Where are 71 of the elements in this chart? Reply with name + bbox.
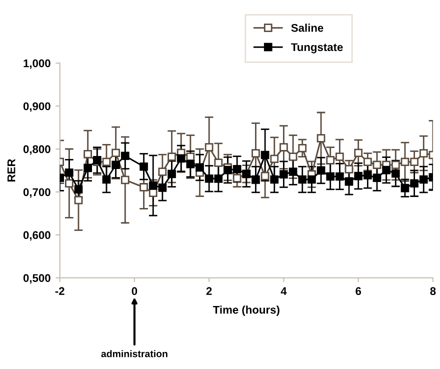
point <box>204 174 214 183</box>
x-tick-label: 0 <box>132 287 138 296</box>
point <box>196 163 204 172</box>
point <box>410 158 418 166</box>
point <box>74 196 83 204</box>
x-tick-label: -2 <box>55 287 64 295</box>
point <box>298 175 307 184</box>
point <box>120 176 130 184</box>
x-tick-label: 6 <box>356 287 362 296</box>
point <box>419 149 428 158</box>
y-tick-label: 0,800 <box>23 145 50 155</box>
y-tick-label: 0,600 <box>23 231 50 241</box>
point <box>280 143 288 152</box>
point <box>74 185 83 194</box>
point <box>344 177 354 186</box>
point <box>260 172 270 180</box>
point <box>168 152 176 161</box>
point <box>102 158 111 166</box>
point <box>400 184 410 192</box>
point <box>168 170 176 178</box>
point <box>112 160 120 170</box>
point <box>419 175 428 184</box>
point <box>204 143 214 152</box>
point <box>186 160 195 168</box>
point <box>410 179 418 188</box>
point <box>260 150 270 160</box>
y-axis-title: RER <box>8 158 16 182</box>
legend-label: Saline <box>291 24 324 32</box>
point <box>158 183 167 192</box>
y-tick-label: 1,000 <box>24 59 50 69</box>
point <box>65 168 74 177</box>
point <box>148 181 158 190</box>
point <box>280 170 288 179</box>
point <box>252 149 260 158</box>
x-axis-title: Time (hours) <box>212 306 280 316</box>
point <box>288 168 298 176</box>
point <box>120 152 130 160</box>
point <box>344 165 354 174</box>
point <box>298 144 307 152</box>
point <box>232 165 242 174</box>
point <box>391 169 400 178</box>
x-tick-label: 4 <box>280 287 287 295</box>
text: administration <box>101 350 168 358</box>
point <box>158 168 167 176</box>
y-tick-label: 0,900 <box>23 102 50 112</box>
x-tick-label: 8 <box>430 287 436 296</box>
x-tick-label: 2 <box>206 287 212 295</box>
point <box>148 188 158 197</box>
point <box>336 152 344 161</box>
point <box>224 166 232 174</box>
point <box>84 164 92 172</box>
point <box>176 154 186 163</box>
point <box>270 175 279 184</box>
point <box>400 158 410 166</box>
point <box>354 148 363 158</box>
point <box>84 150 92 158</box>
point <box>140 183 148 192</box>
point <box>65 179 74 188</box>
point <box>140 162 148 171</box>
point <box>391 160 400 170</box>
point <box>382 166 390 174</box>
point <box>112 148 120 158</box>
point <box>270 154 279 164</box>
point <box>316 166 326 175</box>
legend-label: Tungstate <box>291 43 343 54</box>
point <box>354 172 363 180</box>
y-tick-label: 0,500 <box>23 274 50 284</box>
point <box>308 175 316 184</box>
point <box>363 171 372 180</box>
point <box>316 134 326 142</box>
y-tick-label: 0,700 <box>23 188 50 198</box>
